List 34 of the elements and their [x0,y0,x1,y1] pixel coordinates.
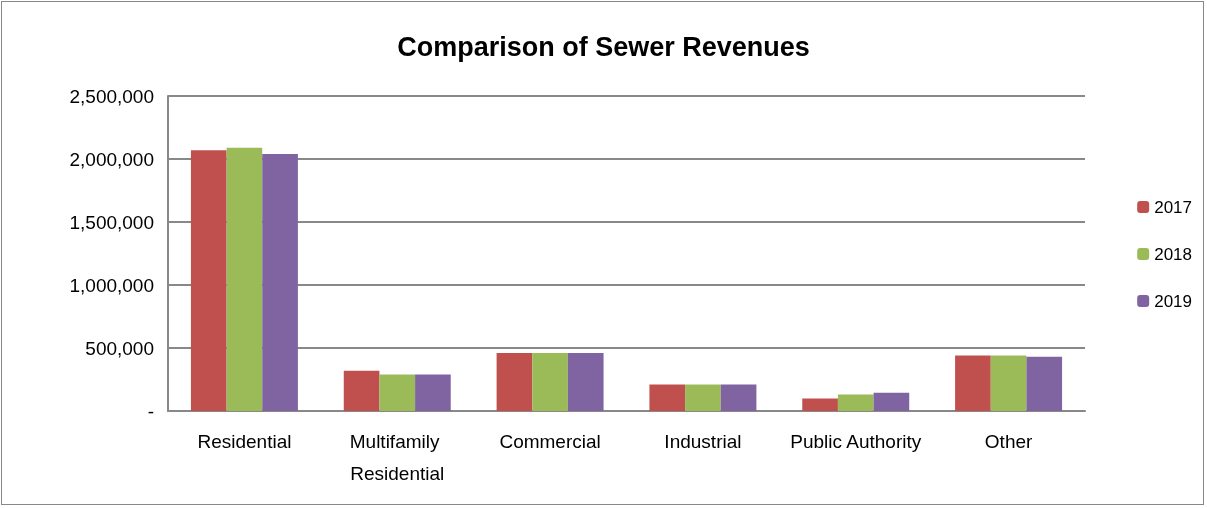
bar [226,147,263,411]
x-tick-label: Multifamily Residential [349,430,445,484]
bar [802,398,838,411]
bar [873,392,910,411]
y-tick-label: 2,500,000 [69,85,154,107]
bar [955,355,991,411]
y-tick-label: 2,000,000 [69,148,154,170]
y-tick-label: 1,500,000 [69,211,154,233]
x-tick-label: Other [984,430,1034,452]
bar [649,384,686,411]
y-tick-label: 1,000,000 [69,274,154,296]
x-tick-label: Commercial [499,430,601,452]
y-tick-label: - [147,400,154,422]
x-tick-label: Industrial [664,430,742,452]
bar [720,384,757,411]
bar [343,370,380,411]
bar [379,374,416,411]
bar [685,384,721,411]
legend-label: 2018 [1154,244,1193,264]
x-tick-label: Residential [197,430,292,452]
bar [496,353,533,411]
x-tick-label: Public Authority [790,430,922,452]
bar [415,374,451,411]
legend-label: 2019 [1154,291,1193,311]
bar [567,353,604,411]
bar [262,153,298,411]
bar [837,394,874,411]
chart-title: Comparison of Sewer Revenues [397,31,810,62]
bar [532,353,568,411]
bar [190,150,227,411]
bar [1026,356,1063,411]
y-tick-label: 500,000 [85,337,154,359]
legend-label: 2017 [1154,197,1193,217]
bar [990,355,1027,411]
